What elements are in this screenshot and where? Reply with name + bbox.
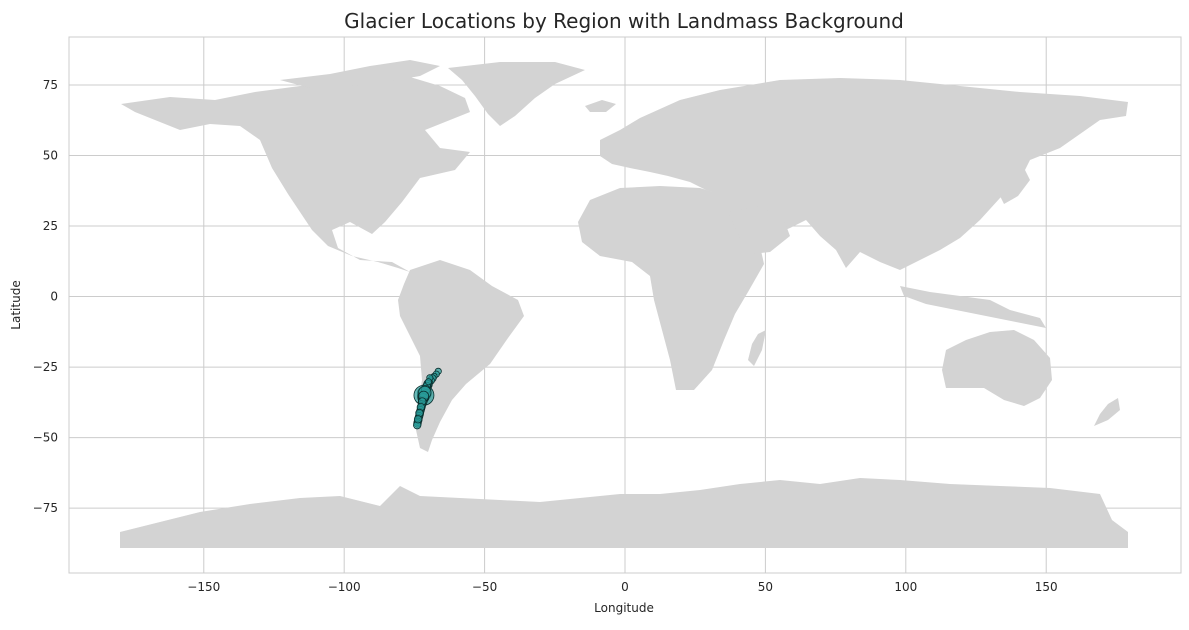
x-tick-label: 0 <box>621 580 629 594</box>
land-arctic-islands <box>280 60 440 88</box>
y-axis-label: Latitude <box>9 280 23 329</box>
y-tick-label: 75 <box>43 78 58 92</box>
y-tick-label: −75 <box>33 501 58 515</box>
glacier-point <box>413 415 423 424</box>
land-australia <box>942 330 1052 406</box>
y-tick-label: 0 <box>50 290 58 304</box>
x-tick-label: 50 <box>758 580 773 594</box>
land-new-zealand <box>1094 398 1120 426</box>
land-africa <box>578 186 764 390</box>
land-eurasia <box>600 78 1128 270</box>
y-tick-label: −25 <box>33 360 58 374</box>
land-antarctica <box>120 478 1128 548</box>
chart-title: Glacier Locations by Region with Landmas… <box>344 9 904 33</box>
glacier-point <box>424 378 432 386</box>
x-tick-label: 100 <box>894 580 917 594</box>
land-japan <box>1000 168 1030 204</box>
landmass-background <box>120 60 1128 548</box>
land-se-asia-islands <box>900 286 1046 328</box>
x-axis-label: Longitude <box>594 601 654 615</box>
land-greenland <box>448 62 585 126</box>
y-tick-label: 25 <box>43 219 58 233</box>
x-tick-label: 150 <box>1035 580 1058 594</box>
x-axis-ticks: −150 −100 −50 0 50 100 150 <box>187 580 1057 594</box>
x-tick-label: −100 <box>328 580 361 594</box>
land-arabia <box>728 206 790 254</box>
x-tick-label: −150 <box>187 580 220 594</box>
land-madagascar <box>748 330 766 366</box>
land-north-america <box>121 74 470 272</box>
glacier-points <box>413 367 442 430</box>
y-tick-label: 50 <box>43 148 58 162</box>
x-tick-label: −50 <box>472 580 497 594</box>
y-tick-label: −50 <box>33 431 58 445</box>
land-iceland <box>585 100 616 112</box>
y-axis-ticks: −75 −50 −25 0 25 50 75 <box>33 78 58 515</box>
